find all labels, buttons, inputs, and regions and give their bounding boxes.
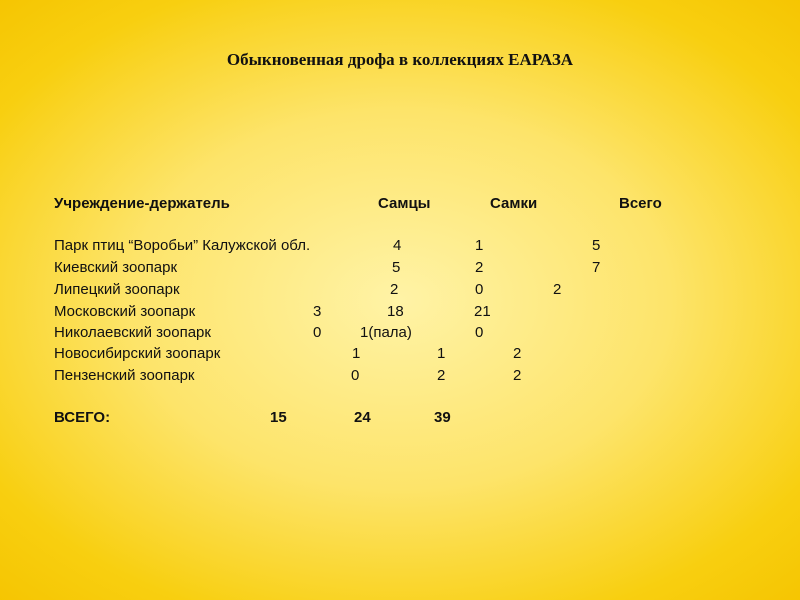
- row-value: 2: [513, 367, 522, 384]
- row-name: Парк птиц “Воробьи” Калужской обл.: [54, 237, 311, 254]
- row-value: 2: [513, 345, 522, 362]
- row-value: 0: [313, 324, 322, 341]
- row-name: Киевский зоопарк: [54, 259, 178, 276]
- totals-value: 15: [270, 409, 287, 426]
- row-value: 5: [592, 237, 601, 254]
- row-name: Московский зоопарк: [54, 303, 196, 320]
- row-name: Пензенский зоопарк: [54, 367, 195, 384]
- header-institution: Учреждение-держатель: [54, 195, 230, 212]
- row-value: 21: [474, 303, 491, 320]
- header-males: Самцы: [378, 195, 431, 212]
- totals-label: ВСЕГО:: [54, 409, 111, 426]
- row-value: 5: [392, 259, 401, 276]
- row-value: 1: [437, 345, 446, 362]
- row-value: 2: [437, 367, 446, 384]
- row-value: 1(пала): [360, 324, 412, 341]
- row-value: 2: [475, 259, 484, 276]
- row-value: 1: [475, 237, 484, 254]
- totals-value: 39: [434, 409, 451, 426]
- row-value: 2: [390, 281, 399, 298]
- row-value: 0: [351, 367, 360, 384]
- row-value: 2: [553, 281, 562, 298]
- row-value: 18: [387, 303, 404, 320]
- row-value: 7: [592, 259, 601, 276]
- row-value: 3: [313, 303, 322, 320]
- row-name: Новосибирский зоопарк: [54, 345, 221, 362]
- row-name: Николаевский зоопарк: [54, 324, 211, 341]
- row-name: Липецкий зоопарк: [54, 281, 180, 298]
- row-value: 1: [352, 345, 361, 362]
- row-value: 0: [475, 281, 484, 298]
- row-value: 4: [393, 237, 402, 254]
- header-total: Всего: [619, 195, 662, 212]
- slide-title: Обыкновенная дрофа в коллекциях ЕАРАЗА: [226, 50, 574, 69]
- header-females: Самки: [490, 195, 538, 212]
- row-value: 0: [475, 324, 484, 341]
- totals-value: 24: [354, 409, 371, 426]
